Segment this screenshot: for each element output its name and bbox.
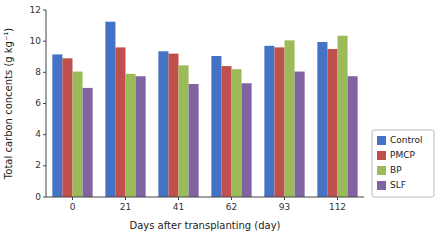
bar: PMCP, 62: 8.4 [221,66,231,197]
x-tick [178,197,179,200]
y-tick-label: 6 [35,98,41,108]
legend-frame [372,130,434,197]
y-tick [43,165,46,166]
bar: BP, 112: 10.35 [338,36,348,197]
x-tick [231,197,232,200]
x-tick-label: 93 [279,202,290,212]
x-tick [284,197,285,200]
bar: PMCP, 112: 9.5 [327,49,337,197]
y-axis-label: Total carbon concents (g kg⁻¹) [3,28,14,180]
bar: PMCP, 21: 9.6 [115,47,125,197]
legend-swatch [377,166,386,175]
x-axis-label: Days after transplanting (day) [129,220,280,231]
bar: PMCP, 0: 8.9 [62,58,72,197]
bar: BP, 0: 8.05 [73,72,83,197]
bar: Control, 21: 11.25 [105,22,115,197]
x-tick-label: 41 [173,202,184,212]
bar: SLF, 0: 7 [83,88,93,197]
bar: Control, 62: 9.05 [211,56,221,197]
bar: Control, 41: 9.35 [158,51,168,197]
bar: PMCP, 41: 9.2 [168,54,178,197]
bar: SLF, 93: 8.05 [295,72,305,197]
bar: BP, 41: 8.45 [179,65,189,197]
bar: SLF, 112: 7.75 [348,76,358,197]
bar: Control, 112: 9.95 [317,42,327,197]
bar: SLF, 62: 7.3 [242,83,252,197]
legend-label: SLF [390,180,406,190]
legend-label: Control [390,135,423,145]
bar: BP, 21: 7.9 [126,74,136,197]
y-tick [43,72,46,73]
y-tick [43,41,46,42]
legend-label: PMCP [390,150,415,160]
x-tick-label: 21 [120,202,131,212]
x-tick [72,197,73,200]
bar: BP, 62: 8.2 [232,69,242,197]
x-tick-label: 0 [70,202,76,212]
bars: Control, 0: 9.15 Control, 21: 11.25 Contro… [52,22,357,197]
legend-swatch [377,181,386,190]
x-tick-label: 112 [329,202,346,212]
y-tick-label: 0 [35,192,41,202]
bar: Control, 93: 9.7 [264,46,274,197]
y-tick-label: 4 [35,129,41,139]
y-tick-label: 8 [35,67,41,77]
legend-swatch [377,151,386,160]
x-tick [337,197,338,200]
y-tick [43,197,46,198]
legend: Control PMCP BP SLF [372,130,434,197]
legend-label: BP [390,165,402,175]
bar: Control, 0: 9.15 [52,54,62,197]
bar: SLF, 21: 7.75 [136,76,146,197]
y-tick [43,10,46,11]
y-tick [43,103,46,104]
x-tick-label: 62 [226,202,237,212]
x-axis-line [46,197,364,198]
bar: PMCP, 93: 9.6 [274,47,284,197]
chart: Control, 0: 9.15 Control, 21: 11.25 Contro… [0,0,438,235]
bar: SLF, 41: 7.25 [189,84,199,197]
legend-swatch [377,136,386,145]
y-tick [43,134,46,135]
x-tick [125,197,126,200]
y-tick-label: 2 [35,160,41,170]
bar: BP, 93: 10.05 [285,40,295,197]
y-tick-label: 12 [30,5,41,15]
y-tick-label: 10 [30,36,42,46]
